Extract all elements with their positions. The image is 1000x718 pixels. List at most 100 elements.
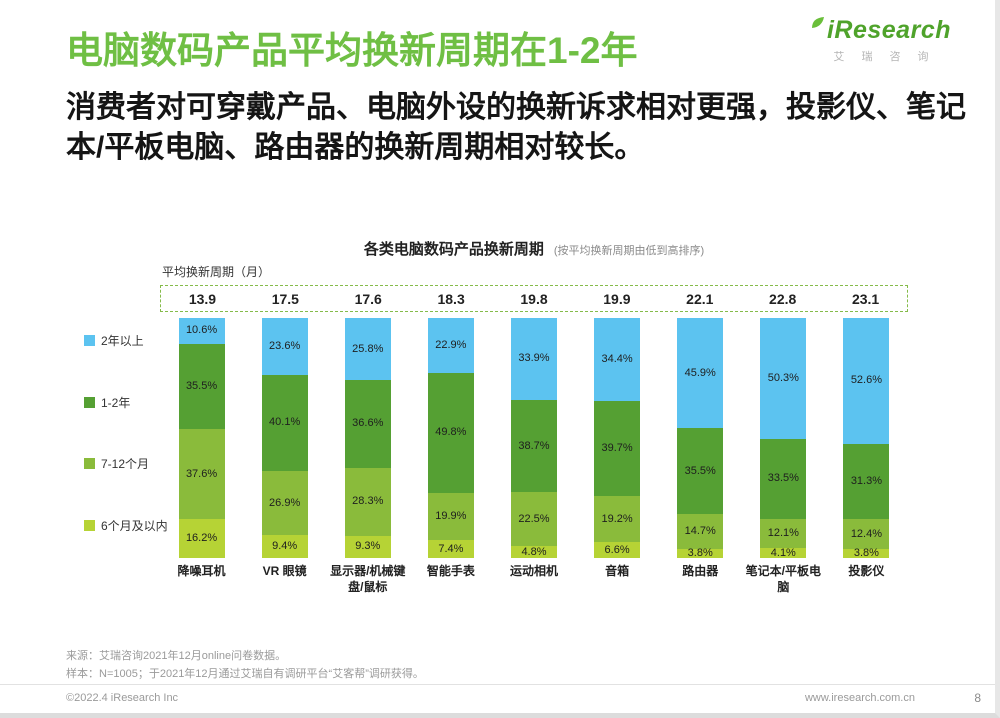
segment-value-label: 19.2% (601, 512, 633, 525)
plot-area: 16.2% 37.6% 35.5% 10.6% 9.4% 26.9% 40.1% 23.6% 9… (160, 317, 908, 559)
average-value: 19.9 (603, 290, 631, 307)
bar-segment-1-2-years: 49.8% (427, 372, 474, 493)
legend-item: 1-2年 (84, 394, 168, 411)
segment-value-label: 9.4% (272, 540, 298, 553)
bar-segment-1-2-years: 38.7% (510, 399, 557, 493)
slide-subtitle: 消费者对可穿戴产品、电脑外设的换新诉求相对更强，投影仪、笔记本/平板电脑、路由器… (66, 91, 966, 165)
segment-value-label: 31.3% (850, 475, 883, 488)
average-value: 22.1 (686, 290, 714, 307)
bar-segment-within-6-months: 4.1% (760, 547, 807, 558)
legend-swatch (84, 396, 95, 408)
bar-segment-1-2-years: 35.5% (677, 428, 724, 514)
segment-value-label: 23.6% (269, 339, 301, 352)
segment-value-label: 36.6% (352, 417, 384, 430)
segment-value-label: 16.2% (185, 532, 218, 545)
average-value: 18.3 (437, 290, 465, 307)
brand-name: iResearch (826, 16, 951, 44)
stacked-bar: 9.4% 26.9% 40.1% 23.6% (261, 318, 308, 558)
bar-column: 6.6% 19.2% 39.7% 34.4% (576, 318, 659, 558)
bar-segment-over-2-years: 50.3% (760, 318, 807, 439)
average-value: 23.1 (851, 290, 880, 307)
segment-value-label: 50.3% (767, 371, 799, 384)
legend-label: 2年以上 (101, 334, 144, 348)
legend-label: 1-2年 (101, 395, 131, 410)
bar-segment-7-12-months: 19.2% (594, 496, 641, 543)
stacked-bar: 6.6% 19.2% 39.7% 34.4% (594, 318, 641, 558)
segment-value-label: 12.4% (850, 527, 883, 540)
category-label: 音箱 (605, 564, 630, 578)
bar-segment-within-6-months: 3.8% (677, 547, 724, 558)
average-value: 19.8 (520, 290, 548, 307)
bar-segment-within-6-months: 9.4% (261, 535, 308, 558)
chart-header: 各类电脑数码产品换新周期 (按平均换新周期由低到高排序) (160, 238, 908, 259)
average-value: 17.6 (354, 290, 382, 307)
stacked-bar: 9.3% 28.3% 36.6% 25.8% (344, 318, 391, 558)
stacked-bar: 7.4% 19.9% 49.8% 22.9% (427, 318, 474, 558)
average-value: 13.9 (188, 290, 217, 307)
segment-value-label: 25.8% (352, 342, 384, 355)
legend-item: 7-12个月 (84, 455, 168, 472)
segment-value-label: 12.1% (767, 527, 799, 540)
bar-segment-1-2-years: 39.7% (594, 400, 641, 497)
category-label: 运动相机 (509, 564, 558, 578)
bar-segment-within-6-months: 6.6% (594, 542, 641, 558)
bar-segment-within-6-months: 7.4% (427, 540, 474, 558)
segment-value-label: 35.5% (185, 379, 218, 392)
segment-value-label: 33.5% (767, 472, 799, 485)
chart-sort-note: (按平均换新周期由低到高排序) (553, 245, 705, 257)
bar-segment-within-6-months: 16.2% (178, 519, 225, 558)
chart-title: 各类电脑数码产品换新周期 (363, 241, 544, 258)
category-label: 笔记本/平板电脑 (745, 564, 821, 594)
bar-segment-over-2-years: 34.4% (594, 318, 641, 401)
bar-segment-7-12-months: 22.5% (510, 492, 557, 547)
segment-value-label: 33.9% (518, 352, 550, 365)
bar-column: 4.1% 12.1% 33.5% 50.3% (742, 318, 825, 558)
copyright-text: ©2022.4 iResearch Inc (66, 692, 179, 704)
bar-segment-over-2-years: 52.6% (843, 317, 890, 445)
category-label: 智能手表 (426, 564, 475, 578)
bar-segment-within-6-months: 9.3% (344, 535, 391, 558)
legend-swatch (84, 335, 95, 346)
chart-legend: 2年以上 1-2年 7-12个月 6个月及以内 (84, 332, 168, 534)
legend-swatch (84, 519, 95, 531)
stacked-bar: 16.2% 37.6% 35.5% 10.6% (178, 318, 225, 558)
stacked-bar: 4.1% 12.1% 33.5% 50.3% (760, 318, 807, 558)
bar-segment-over-2-years: 45.9% (677, 318, 724, 429)
bar-segment-within-6-months: 4.8% (510, 545, 557, 558)
website-url: www.iresearch.com.cn (804, 692, 915, 704)
bar-column: 9.4% 26.9% 40.1% 23.6% (243, 318, 326, 558)
segment-value-label: 9.3% (355, 540, 381, 553)
segment-value-label: 4.8% (521, 545, 547, 558)
category-label: 降噪耳机 (177, 564, 226, 578)
bar-segment-7-12-months: 14.7% (677, 513, 724, 549)
source-note: 来源：艾瑞咨询2021年12月online问卷数据。 (66, 650, 287, 662)
segment-value-label: 14.7% (684, 524, 716, 537)
segment-value-label: 22.5% (518, 512, 550, 525)
leaf-icon (811, 16, 825, 34)
bar-column: 9.3% 28.3% 36.6% 25.8% (326, 318, 409, 558)
legend-item: 2年以上 (84, 332, 168, 349)
segment-value-label: 7.4% (438, 542, 464, 555)
category-row: 降噪耳机 VR 眼镜 显示器/机械键盘/鼠标 智能手表 运动相机 音箱 路由器 笔记本/平板电… (160, 564, 908, 595)
segment-value-label: 3.8% (853, 546, 879, 559)
legend-swatch (84, 458, 95, 470)
footnotes: 来源：艾瑞咨询2021年12月online问卷数据。 样本：N=1005；于20… (66, 648, 424, 683)
bar-segment-7-12-months: 37.6% (178, 428, 225, 520)
legend-item: 6个月及以内 (84, 517, 168, 534)
bar-segment-1-2-years: 36.6% (344, 379, 391, 468)
bar-segment-1-2-years: 35.5% (178, 343, 225, 429)
average-value: 22.8 (769, 290, 797, 307)
stacked-bar: 3.8% 14.7% 35.5% 45.9% (677, 318, 724, 558)
footer-bar: ©2022.4 iResearch Inc www.iresearch.com.… (0, 684, 995, 713)
segment-value-label: 22.9% (435, 339, 467, 351)
bar-segment-over-2-years: 33.9% (510, 318, 557, 400)
segment-value-label: 40.1% (269, 416, 301, 429)
bar-segment-over-2-years: 22.9% (427, 318, 474, 373)
average-value: 17.5 (271, 290, 299, 307)
sample-note: 样本：N=1005；于2021年12月通过艾瑞自有调研平台“艾客帮”调研获得。 (66, 667, 424, 680)
averages-row: 13.9 17.5 17.6 18.3 19.8 19.9 22.1 22.8 23.1 (160, 285, 908, 312)
segment-value-label: 37.6% (185, 467, 218, 480)
bar-segment-7-12-months: 12.4% (843, 519, 890, 549)
bar-segment-over-2-years: 23.6% (261, 318, 308, 375)
